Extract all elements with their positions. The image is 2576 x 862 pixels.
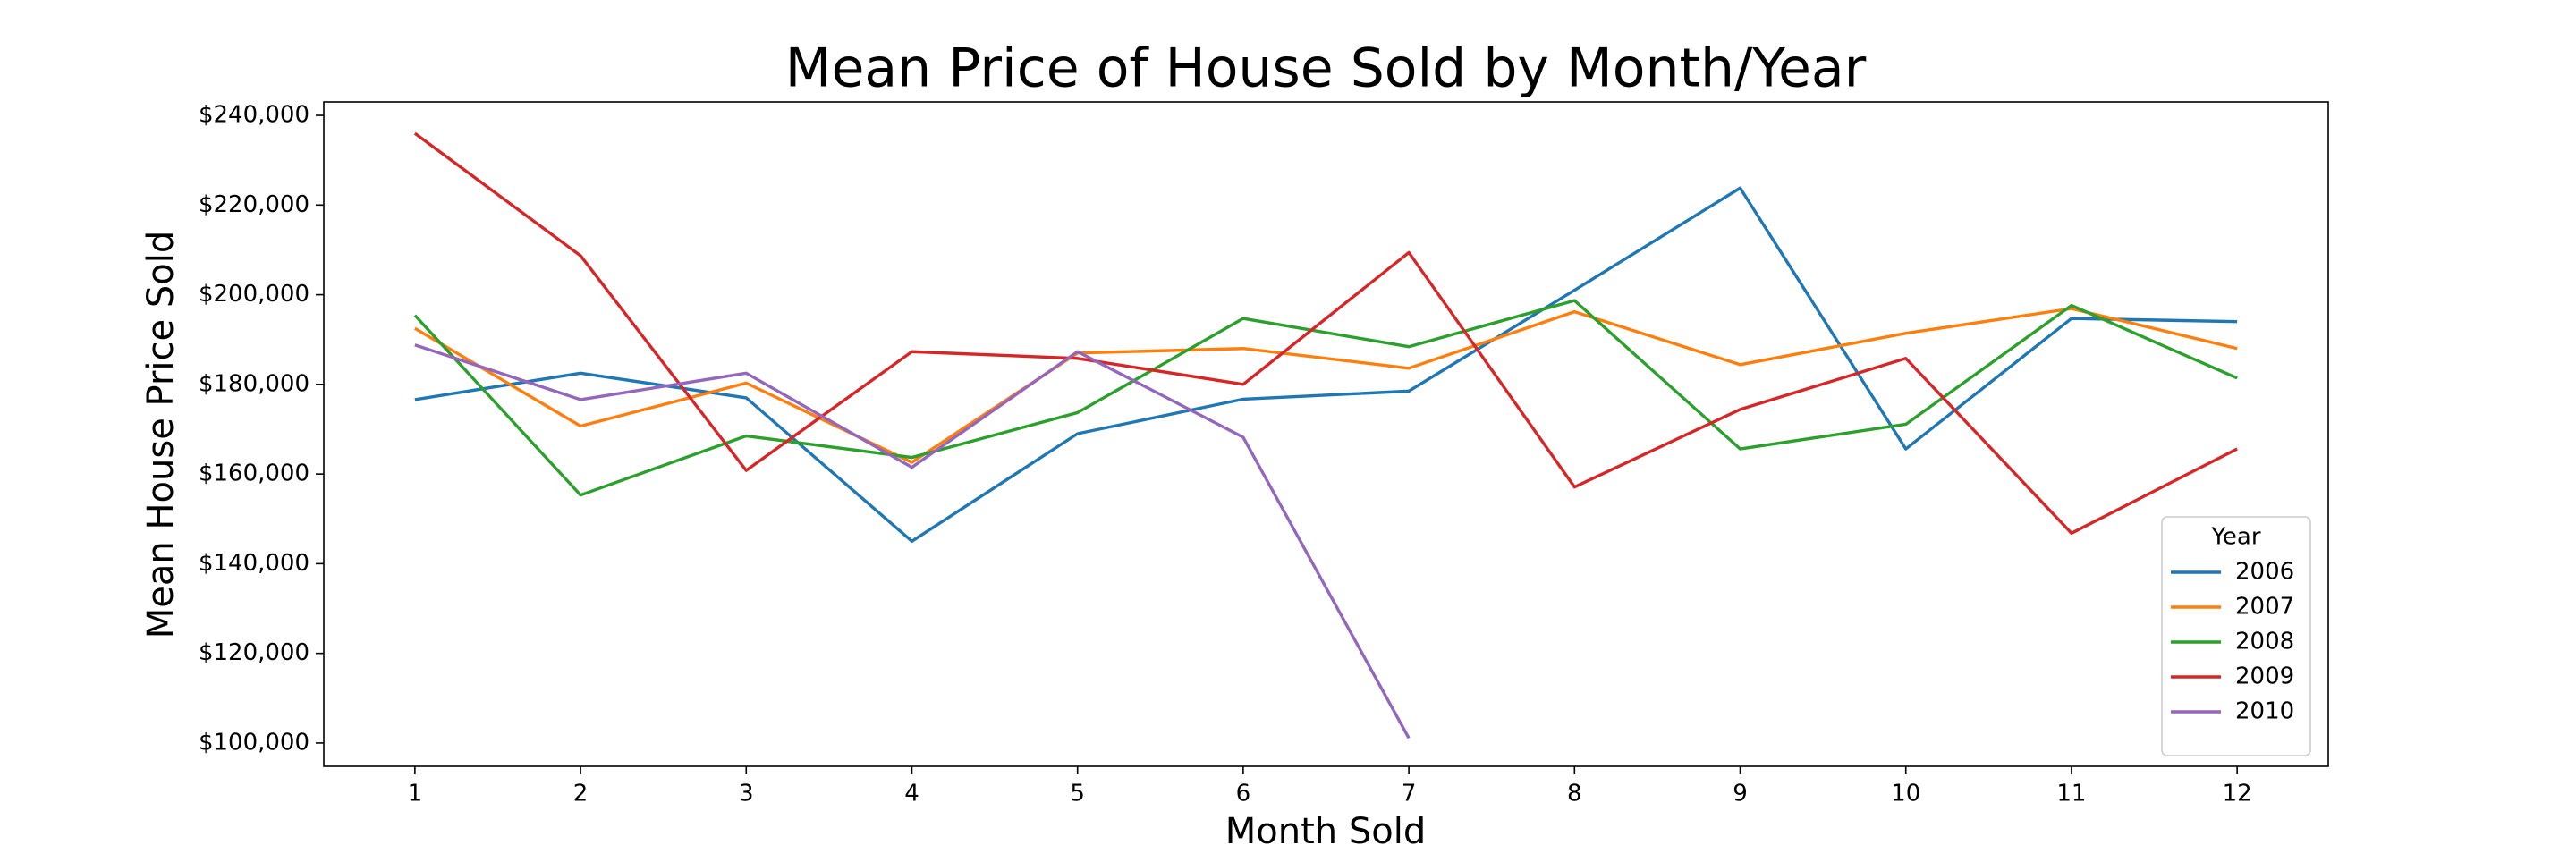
- x-tick-label: 9: [1733, 781, 1748, 807]
- legend-label: 2008: [2235, 629, 2294, 655]
- x-tick-label: 3: [739, 781, 754, 807]
- legend-label: 2009: [2235, 663, 2294, 690]
- y-tick-label: $140,000: [199, 550, 309, 577]
- y-tick-label: $120,000: [199, 639, 309, 666]
- x-tick-label: 6: [1236, 781, 1251, 807]
- series-line: [413, 299, 2238, 497]
- legend-label: 2006: [2235, 559, 2294, 586]
- y-tick-label: $200,000: [199, 281, 309, 308]
- x-tick-label: 4: [904, 781, 919, 807]
- x-axis-label: Month Sold: [1225, 811, 1426, 852]
- x-tick-label: 11: [2056, 781, 2086, 807]
- y-tick-label: $220,000: [199, 191, 309, 218]
- x-tick-label: 5: [1070, 781, 1085, 807]
- legend-label: 2010: [2235, 698, 2294, 725]
- series-line: [414, 307, 2238, 464]
- y-axis-label: Mean House Price Sold: [140, 231, 182, 638]
- legend-label: 2007: [2235, 594, 2294, 621]
- y-tick-label: $240,000: [199, 102, 309, 129]
- legend-box: [2161, 516, 2311, 756]
- x-tick-label: 1: [408, 781, 423, 807]
- y-tick-label: $160,000: [199, 461, 309, 487]
- plot-frame: [323, 101, 2329, 767]
- chart-title: Mean Price of House Sold by Month/Year: [785, 38, 1867, 100]
- x-tick-label: 12: [2223, 781, 2252, 807]
- series-line: [414, 186, 2238, 544]
- series-line: [414, 343, 1411, 739]
- series-line: [413, 131, 2238, 535]
- x-tick-label: 8: [1567, 781, 1582, 807]
- legend-title: Year: [2210, 524, 2260, 551]
- x-tick-label: 2: [573, 781, 589, 807]
- x-tick-label: 10: [1891, 781, 1920, 807]
- y-tick-label: $180,000: [199, 370, 309, 397]
- x-tick-label: 7: [1402, 781, 1417, 807]
- y-tick-label: $100,000: [199, 729, 309, 756]
